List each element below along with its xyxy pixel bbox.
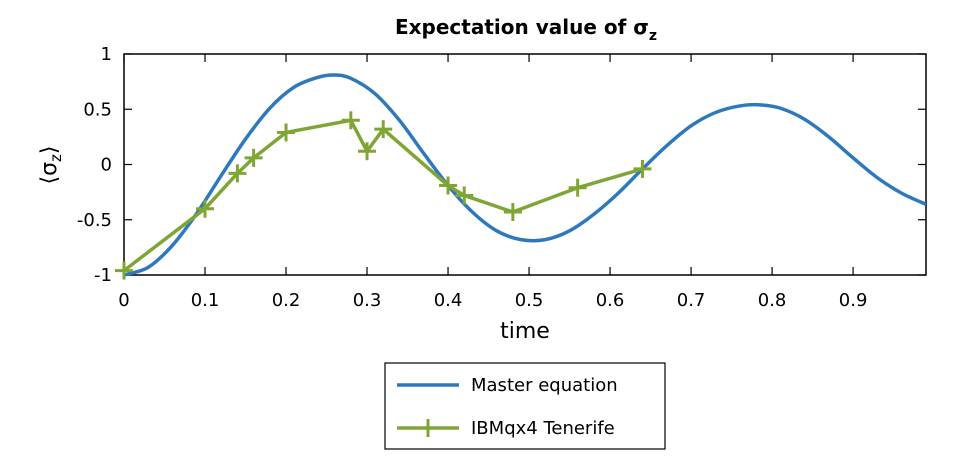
data-point-ibmqx4-tenerife: [503, 203, 522, 222]
legend: Master equation IBMqx4 Tenerife: [384, 362, 666, 450]
y-tick-label: -1: [94, 265, 112, 286]
x-tick-label: 0.6: [596, 290, 625, 311]
y-tick-label: 1: [101, 44, 112, 65]
x-tick-label: 0.3: [353, 290, 382, 311]
x-tick-label: 0.4: [434, 290, 463, 311]
y-axis: -1 -0.5 0 0.5 1: [77, 44, 926, 286]
y-tick-label: 0.5: [83, 99, 112, 120]
data-point-ibmqx4-tenerife: [196, 199, 215, 218]
chart-title: Expectation value of σz: [395, 15, 657, 44]
x-tick-label: 0.2: [272, 290, 301, 311]
data-point-ibmqx4-tenerife: [455, 186, 474, 205]
y-axis-label: ⟨σz⟩: [37, 146, 65, 185]
legend-box: [384, 362, 666, 450]
y-tick-label: 0: [101, 155, 112, 176]
x-tick-label: 0.8: [758, 290, 787, 311]
data-point-ibmqx4-tenerife: [341, 111, 360, 130]
y-tick-label: -0.5: [77, 210, 112, 231]
x-tick-label: 0.7: [677, 290, 706, 311]
data-point-ibmqx4-tenerife: [374, 120, 393, 139]
plot-frame: [123, 53, 927, 276]
data-point-ibmqx4-tenerife: [633, 159, 652, 178]
series-line-master-equation: [124, 73, 926, 277]
legend-marker-ibm: [419, 419, 437, 437]
data-point-ibmqx4-tenerife: [568, 178, 587, 197]
data-point-ibmqx4-tenerife: [358, 142, 377, 161]
data-point-ibmqx4-tenerife: [439, 176, 458, 195]
x-axis-label: time: [500, 319, 550, 344]
data-point-ibmqx4-tenerife: [228, 164, 247, 183]
data-point-ibmqx4-tenerife: [115, 261, 133, 280]
x-tick-label: 0.5: [515, 290, 544, 311]
data-point-ibmqx4-tenerife: [277, 123, 296, 142]
series-layer: [115, 73, 926, 280]
data-point-ibmqx4-tenerife: [244, 148, 263, 167]
x-axis: 0 0.1 0.2 0.3 0.4 0.5 0.6 0.7 0.8 0.9: [118, 54, 867, 311]
x-tick-label: 0.9: [839, 290, 868, 311]
x-tick-label: 0.1: [191, 290, 220, 311]
legend-label-ibm: IBMqx4 Tenerife: [471, 418, 615, 439]
legend-label-master: Master equation: [471, 375, 618, 396]
x-tick-label: 0: [118, 290, 129, 311]
plot-area: 0 0.1 0.2 0.3 0.4 0.5 0.6 0.7 0.8 0.9 -1 -0.5 0 0.5 1: [77, 44, 927, 311]
